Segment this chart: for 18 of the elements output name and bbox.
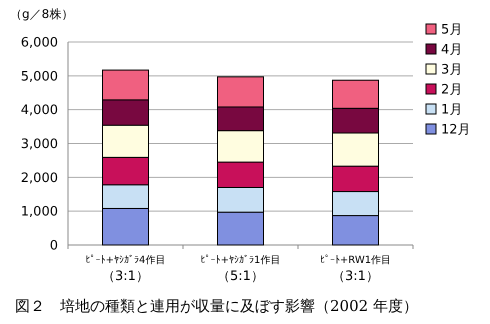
y-tick-label: 1,000 [20, 204, 58, 220]
x-tick-label: ﾋﾟｰﾄ+ﾔｼｶﾞﾗ4作目（3:1） [86, 254, 166, 284]
y-tick-label: 0 [50, 238, 58, 254]
legend-label: 4月 [441, 42, 462, 58]
legend-label: 1月 [441, 102, 462, 118]
y-axis-title: （g／8株） [10, 7, 74, 21]
text: 図２ 培地の種類と連用が収量に及ぼす影響（2002 年度） [15, 297, 418, 315]
legend-label: 5月 [441, 22, 462, 38]
y-tick-label: 2,000 [20, 170, 58, 186]
y-tick-label: 4,000 [20, 103, 58, 118]
legend-label: 12月 [441, 122, 471, 138]
x-tick-label: ﾋﾟｰﾄ+ﾔｼｶﾞﾗ1作目（5:1） [200, 254, 280, 284]
y-tick-label: 6,000 [20, 36, 58, 51]
legend-label: 2月 [441, 82, 462, 98]
y-tick-label: 5,000 [20, 69, 58, 84]
y-tick-label: 3,000 [20, 137, 58, 152]
x-tick-label: ﾋﾟｰﾄ+RW1作目（3:1） [320, 255, 392, 284]
legend-label: 3月 [441, 62, 462, 78]
